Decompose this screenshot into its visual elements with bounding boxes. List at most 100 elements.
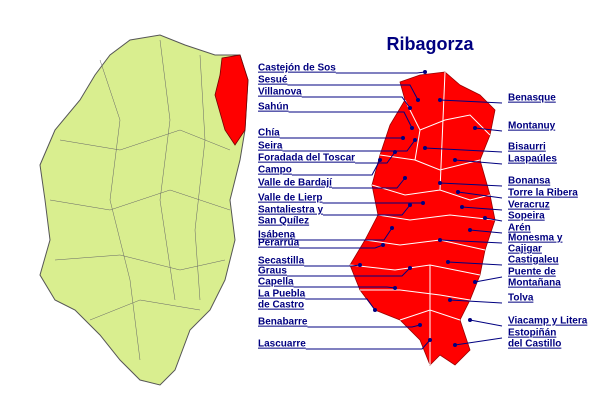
ribagorza-highlight — [214, 54, 249, 146]
place-dot — [468, 228, 472, 232]
place-dot — [448, 298, 452, 302]
leader-line — [469, 319, 503, 327]
leader-line — [484, 217, 503, 222]
place-label: Bisaurri — [508, 142, 546, 153]
place-dot — [446, 260, 450, 264]
place-label: Secastilla — [258, 256, 305, 267]
place-label: La Puebla — [258, 289, 306, 300]
leader-line — [307, 324, 421, 328]
place-dot — [393, 150, 397, 154]
place-dot — [390, 226, 394, 230]
place-dot — [378, 158, 382, 162]
aragon-borders — [49, 39, 231, 361]
leader-line — [323, 204, 411, 216]
leader-line — [305, 298, 376, 311]
place-dot — [373, 308, 377, 312]
place-dot — [421, 201, 425, 205]
leader-line — [286, 267, 411, 277]
place-dot — [393, 286, 397, 290]
map-title: Ribagorza — [386, 34, 474, 54]
place-label: Sahún — [258, 102, 289, 113]
leader-line — [424, 147, 503, 153]
place-label: Valle de Bardají — [258, 178, 333, 189]
place-dot — [381, 243, 385, 247]
leader-line — [301, 96, 411, 109]
leader-line — [299, 244, 384, 249]
place-label: Viacamp y Litera — [508, 316, 588, 327]
leader-line — [454, 159, 503, 165]
place-label: Lascuarre — [258, 339, 306, 350]
place-label: Montañana — [508, 278, 561, 289]
leader-line — [355, 151, 396, 164]
leader-line — [474, 127, 503, 132]
place-dot — [460, 205, 464, 209]
place-dot — [428, 338, 432, 342]
place-dot — [438, 238, 442, 242]
place-dot — [410, 126, 414, 130]
place-label: Graus — [258, 266, 287, 277]
place-label: Monesma y — [508, 233, 563, 244]
place-label: Foradada del Toscar — [258, 153, 355, 164]
leader-line — [295, 227, 393, 241]
place-dot — [483, 216, 487, 220]
place-dot — [453, 343, 457, 347]
place-dot — [453, 158, 457, 162]
place-dot — [438, 181, 442, 185]
leader-line — [457, 191, 503, 199]
leader-line — [282, 139, 416, 152]
place-label: Laspaúles — [508, 154, 557, 165]
place-label: Puente de — [508, 267, 556, 278]
place-dot — [423, 146, 427, 150]
leader-line — [439, 239, 503, 244]
place-label: Seira — [258, 141, 283, 152]
place-dot — [408, 266, 412, 270]
place-dot — [456, 190, 460, 194]
place-label: Veracruz — [508, 200, 550, 211]
place-dot — [438, 98, 442, 102]
place-dot — [408, 203, 412, 207]
place-label: Benabarre — [258, 317, 308, 328]
leader-line — [439, 99, 503, 104]
place-dot — [468, 318, 472, 322]
place-dot — [358, 263, 362, 267]
municipal-borders — [349, 71, 496, 365]
place-dot — [473, 280, 477, 284]
place-label: Santaliestra y — [258, 205, 323, 216]
leader-line — [461, 206, 503, 211]
place-label: Sesué — [258, 75, 288, 86]
leader-line — [469, 229, 503, 234]
leader-line — [288, 111, 413, 129]
place-dot — [423, 70, 427, 74]
place-label: San Quílez — [258, 216, 309, 227]
leader-line — [474, 276, 503, 283]
place-dot — [473, 126, 477, 130]
place-dot — [413, 138, 417, 142]
place-label: Chía — [258, 128, 280, 139]
leader-line — [439, 182, 503, 187]
place-label: Villanova — [258, 87, 302, 98]
place-label: Bonansa — [508, 176, 551, 187]
place-label: Benasque — [508, 93, 556, 104]
leader-line — [454, 337, 503, 346]
place-dot — [416, 98, 420, 102]
place-label: Arén — [508, 223, 531, 234]
place-label: Isábena — [258, 230, 296, 241]
place-label: Campo — [258, 165, 292, 176]
leader-line — [305, 339, 431, 350]
leader-line — [335, 71, 426, 74]
place-label: Valle de Lierp — [258, 193, 322, 204]
place-label: Sopeira — [508, 211, 545, 222]
place-dot — [418, 323, 422, 327]
place-label: Cajigar — [508, 244, 542, 255]
place-label: Castejón de Sos — [258, 63, 336, 74]
place-dot — [408, 106, 412, 110]
place-label: Perarrúa — [258, 238, 300, 249]
place-label: Montanuy — [508, 121, 556, 132]
leader-line — [293, 286, 396, 289]
leader-line — [291, 159, 381, 176]
place-label: de Castro — [258, 300, 304, 311]
place-label: Tolva — [508, 293, 534, 304]
leader-line — [449, 299, 503, 304]
